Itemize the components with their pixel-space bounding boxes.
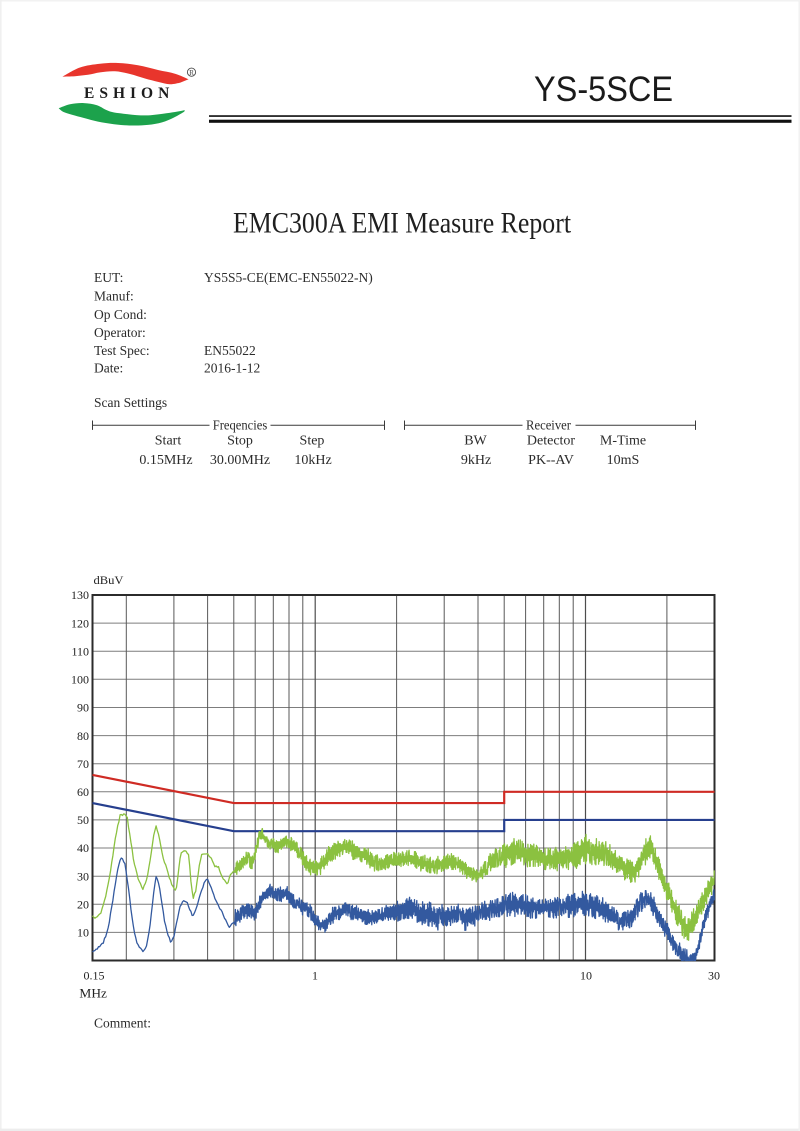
svg-text:PK--AV: PK--AV bbox=[528, 453, 574, 468]
svg-text:YS-5SCE: YS-5SCE bbox=[534, 70, 673, 109]
svg-text:dBuV: dBuV bbox=[94, 573, 124, 587]
svg-text:40: 40 bbox=[77, 841, 89, 855]
svg-text:Freqencies: Freqencies bbox=[213, 418, 268, 433]
svg-text:90: 90 bbox=[77, 701, 89, 715]
svg-text:ESHION: ESHION bbox=[84, 85, 174, 102]
svg-text:9kHz: 9kHz bbox=[461, 453, 491, 468]
svg-text:R: R bbox=[189, 68, 194, 77]
svg-text:30.00MHz: 30.00MHz bbox=[210, 453, 270, 468]
svg-text:Comment:: Comment: bbox=[94, 1016, 151, 1031]
svg-text:Op Cond:: Op Cond: bbox=[94, 307, 147, 322]
svg-text:10: 10 bbox=[580, 969, 592, 983]
svg-text:10: 10 bbox=[77, 926, 89, 940]
svg-text:30: 30 bbox=[77, 869, 89, 883]
svg-text:YS5S5-CE(EMC-EN55022-N): YS5S5-CE(EMC-EN55022-N) bbox=[204, 270, 373, 285]
svg-text:120: 120 bbox=[71, 616, 89, 630]
svg-text:30: 30 bbox=[708, 969, 720, 983]
svg-text:1: 1 bbox=[312, 969, 318, 983]
svg-text:Scan Settings: Scan Settings bbox=[94, 395, 167, 410]
svg-text:Receiver: Receiver bbox=[526, 418, 571, 433]
svg-text:100: 100 bbox=[71, 673, 89, 687]
svg-text:60: 60 bbox=[77, 785, 89, 799]
svg-text:EN55022: EN55022 bbox=[204, 343, 256, 358]
svg-text:Stop: Stop bbox=[227, 434, 253, 449]
svg-text:Step: Step bbox=[300, 434, 325, 449]
svg-text:MHz: MHz bbox=[79, 986, 107, 1001]
svg-text:Operator:: Operator: bbox=[94, 325, 146, 340]
svg-text:Test Spec:: Test Spec: bbox=[94, 343, 150, 358]
svg-text:10mS: 10mS bbox=[607, 453, 640, 468]
svg-text:2016-1-12: 2016-1-12 bbox=[204, 361, 260, 376]
svg-text:EUT:: EUT: bbox=[94, 270, 123, 285]
svg-text:70: 70 bbox=[77, 757, 89, 771]
svg-text:110: 110 bbox=[71, 644, 89, 658]
svg-text:50: 50 bbox=[77, 813, 89, 827]
svg-text:M-Time: M-Time bbox=[600, 434, 646, 449]
svg-text:10kHz: 10kHz bbox=[294, 453, 331, 468]
svg-text:Detector: Detector bbox=[527, 434, 576, 449]
svg-text:80: 80 bbox=[77, 729, 89, 743]
svg-text:20: 20 bbox=[77, 898, 89, 912]
svg-text:BW: BW bbox=[464, 434, 487, 449]
svg-text:Date:: Date: bbox=[94, 361, 123, 376]
svg-text:EMC300A EMI Measure Report: EMC300A EMI Measure Report bbox=[233, 206, 572, 239]
svg-text:0.15MHz: 0.15MHz bbox=[139, 453, 192, 468]
svg-text:0.15: 0.15 bbox=[84, 969, 105, 983]
svg-text:Start: Start bbox=[155, 434, 182, 449]
svg-text:Manuf:: Manuf: bbox=[94, 289, 134, 304]
svg-text:130: 130 bbox=[71, 588, 89, 602]
